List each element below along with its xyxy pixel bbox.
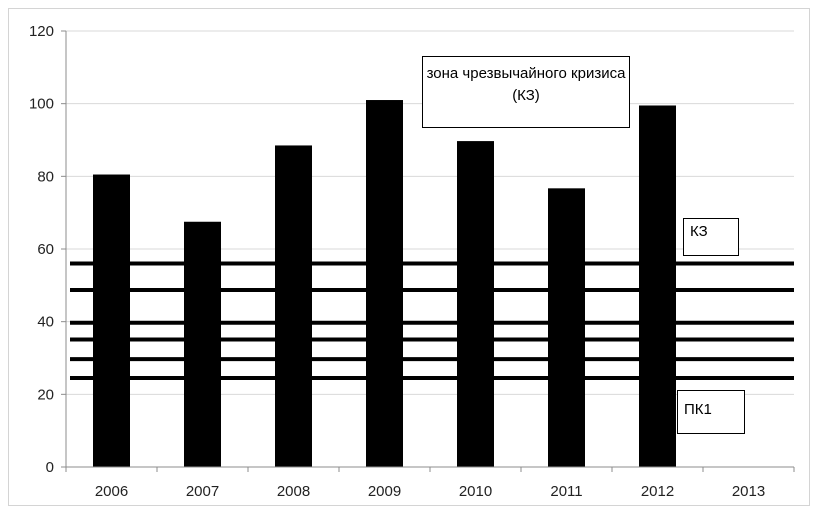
x-tick-label-2011: 2011	[550, 483, 582, 500]
axis-layer: 0 20 40 60 80 100 120 2006 2007 2008 2009 2010 2011 2…	[29, 23, 795, 500]
x-tick-label-2008: 2008	[277, 483, 310, 500]
bar-2010	[457, 141, 494, 467]
bar-2007	[184, 221, 221, 467]
kz-annotation: КЗ	[683, 218, 739, 256]
bar-2012	[639, 105, 676, 467]
bar-layer	[93, 100, 676, 468]
bar-2011	[548, 188, 585, 467]
x-tick-label-2012: 2012	[641, 483, 674, 500]
x-tick-label-2013: 2013	[732, 483, 765, 500]
bar-2008	[275, 145, 312, 467]
x-tick-label-2006: 2006	[95, 483, 128, 500]
x-tick-label-2009: 2009	[368, 483, 401, 500]
y-tick-label-20: 20	[37, 386, 54, 403]
zone-annotation: зона чрезвычайного кризиса (КЗ)	[422, 56, 630, 128]
y-tick-label-40: 40	[37, 314, 54, 331]
chart-frame	[8, 8, 810, 506]
x-tick-label-2007: 2007	[186, 483, 219, 500]
y-tick-label-60: 60	[37, 241, 54, 258]
y-tick-label-80: 80	[37, 168, 54, 185]
threshold-layer	[70, 261, 794, 380]
y-tick-label-120: 120	[29, 23, 54, 40]
x-tick-label-2010: 2010	[459, 483, 492, 500]
bar-2009	[366, 100, 403, 468]
y-tick-label-100: 100	[29, 96, 54, 113]
y-tick-label-0: 0	[46, 459, 54, 476]
pk1-annotation: ПК1	[677, 390, 745, 434]
